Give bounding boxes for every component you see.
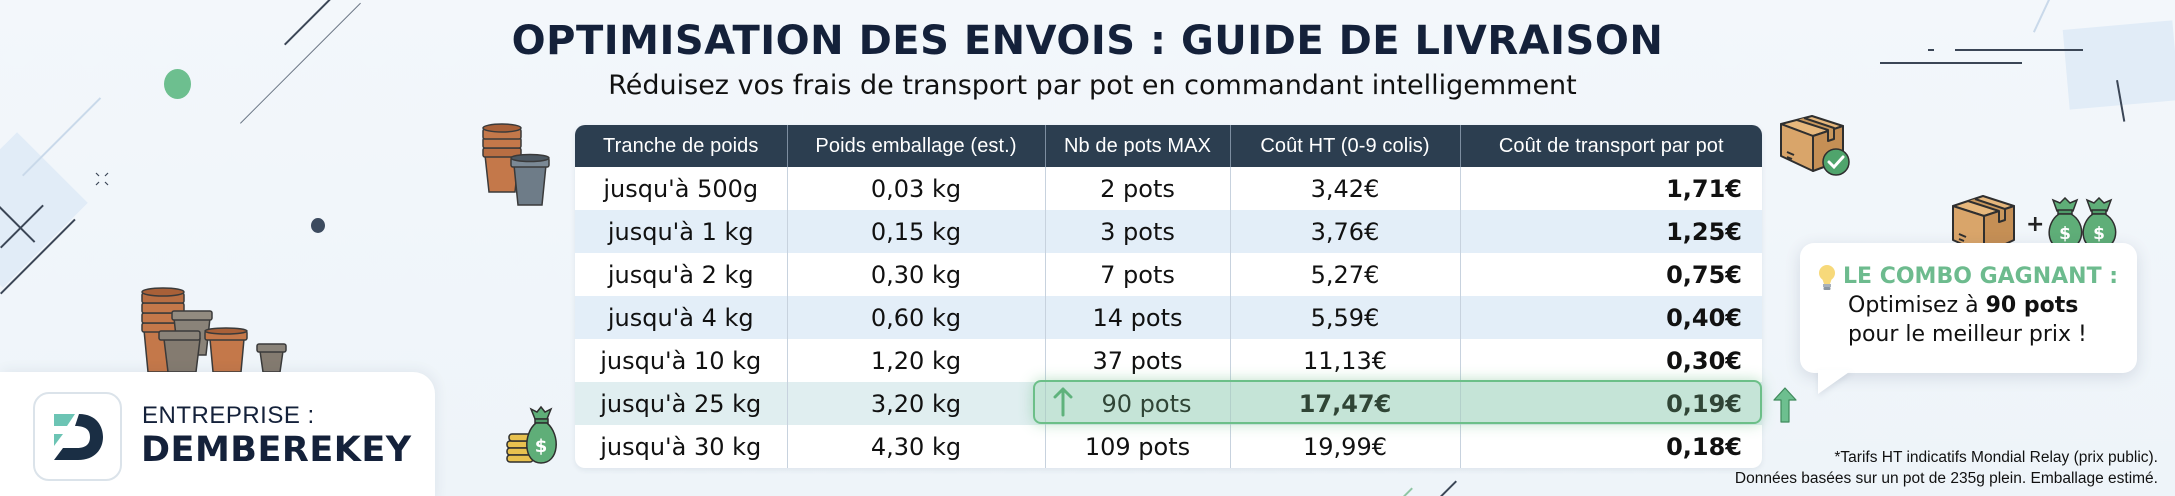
cell-tranche: jusqu'à 10 kg (575, 339, 788, 382)
cell-tranche: jusqu'à 2 kg (575, 253, 788, 296)
stacked-pots-illustration (480, 122, 560, 211)
cell-pots: 3 pots (1045, 210, 1231, 253)
money-bag-coins-icon: $ (505, 405, 575, 474)
cell-emballage: 0,15 kg (787, 210, 1046, 253)
cell-cout-ht: 3,42€ (1230, 167, 1461, 210)
callout-heading: LE COMBO GAGNANT : (1843, 264, 2119, 289)
footnote: *Tarifs HT indicatifs Mondial Relay (pri… (1735, 447, 2158, 489)
column-header-cout-pot: Coût de transport par pot (1460, 125, 1762, 167)
cell-cout-ht: 5,27€ (1230, 253, 1461, 296)
shipping-table: Tranche de poids Poids emballage (est.) … (575, 125, 1762, 468)
table-row: jusqu'à 500g 0,03 kg 2 pots 3,42€ 1,71€ (575, 167, 1762, 210)
winning-combo-callout (1800, 243, 2137, 373)
cell-cout-ht: 17,47€ (1230, 382, 1461, 425)
cell-emballage: 4,30 kg (787, 425, 1046, 468)
decorative-panel-left (0, 132, 88, 288)
cell-tranche: jusqu'à 4 kg (575, 296, 788, 339)
cell-emballage: 0,03 kg (787, 167, 1046, 210)
cell-tranche: jusqu'à 500g (575, 167, 788, 210)
cell-emballage: 0,30 kg (787, 253, 1046, 296)
table-row: jusqu'à 10 kg 1,20 kg 37 pots 11,13€ 0,3… (575, 339, 1762, 382)
table-row: jusqu'à 2 kg 0,30 kg 7 pots 5,27€ 0,75€ (575, 253, 1762, 296)
cell-cout-pot: 1,71€ (1666, 174, 1742, 203)
callout-line-1-text: Optimisez à (1848, 293, 1986, 318)
cell-cout-pot: 0,75€ (1666, 260, 1742, 289)
decorative-line (1880, 62, 2022, 64)
callout-highlight-value: 90 pots (1985, 293, 2079, 318)
footnote-line-1: *Tarifs HT indicatifs Mondial Relay (pri… (1834, 449, 2158, 466)
decorative-line (1955, 49, 2083, 51)
column-header-emballage: Poids emballage (est.) (787, 125, 1046, 167)
cell-cout-pot: 0,30€ (1666, 346, 1742, 375)
arrow-up-icon (1052, 387, 1074, 421)
column-header-cout-ht: Coût HT (0-9 colis) (1230, 125, 1461, 167)
cell-cout-pot: 0,18€ (1666, 432, 1742, 461)
decorative-line (1403, 487, 1413, 496)
table-row: jusqu'à 1 kg 0,15 kg 3 pots 3,76€ 1,25€ (575, 210, 1762, 253)
decorative-line (1440, 480, 1457, 496)
column-header-tranche: Tranche de poids (575, 125, 788, 167)
cell-cout-pot: 0,40€ (1460, 296, 1762, 339)
cell-pots: 37 pots (1045, 339, 1231, 382)
cell-cout-pot: 1,25€ (1460, 210, 1762, 253)
plus-sign: + (2026, 212, 2045, 237)
cell-tranche: jusqu'à 30 kg (575, 425, 788, 468)
table-row: jusqu'à 4 kg 0,60 kg 14 pots 5,59€ 0,40€ (575, 296, 1762, 339)
decorative-dot-green (164, 69, 191, 99)
d-logo-icon (54, 414, 103, 460)
cell-cout-ht: 3,76€ (1230, 210, 1461, 253)
column-header-pots: Nb de pots MAX (1045, 125, 1231, 167)
cell-emballage: 1,20 kg (787, 339, 1046, 382)
company-logo (33, 392, 122, 481)
callout-tail (1818, 370, 1852, 394)
cell-cout-ht: 11,13€ (1230, 339, 1461, 382)
pots-group-illustration (140, 285, 310, 379)
svg-text:$: $ (535, 436, 548, 457)
cell-pots: 14 pots (1045, 296, 1231, 339)
page-title: OPTIMISATION DES ENVOIS : GUIDE DE LIVRA… (511, 18, 1664, 64)
svg-text:$: $ (2059, 224, 2071, 244)
cell-cout-ht: 5,59€ (1230, 296, 1461, 339)
table-row-highlighted: jusqu'à 25 kg 3,20 kg 90 pots 17,47€ 0,1… (575, 382, 1762, 425)
table-header-row: Tranche de poids Poids emballage (est.) … (575, 125, 1762, 167)
callout-line-2: pour le meilleur prix ! (1848, 322, 2087, 347)
company-name: DEMBEREKEY (141, 430, 412, 470)
decorative-line (1928, 49, 1934, 51)
cell-cout-ht: 19,99€ (1230, 425, 1461, 468)
cell-emballage: 0,60 kg (787, 296, 1046, 339)
box-check-icon (1777, 112, 1853, 184)
lightbulb-icon (1816, 263, 1838, 297)
cell-tranche: jusqu'à 1 kg (575, 210, 788, 253)
cell-tranche: jusqu'à 25 kg (575, 382, 788, 425)
cell-pots: 2 pots (1045, 167, 1231, 210)
footnote-line-2: Données basées sur un pot de 235g plein.… (1734, 470, 2158, 487)
arrow-up-icon (1772, 384, 1798, 428)
sparkle-icon (95, 171, 109, 186)
decorative-dot-navy (311, 218, 325, 233)
box-icon (1950, 192, 2018, 262)
callout-line-1: Optimisez à 90 pots (1848, 293, 2078, 318)
cell-emballage: 3,20 kg (787, 382, 1046, 425)
svg-text:$: $ (2093, 224, 2105, 244)
cell-pots: 109 pots (1045, 425, 1231, 468)
cell-pots: 90 pots (1045, 382, 1231, 425)
company-label: ENTREPRISE : (142, 402, 315, 429)
page-subtitle: Réduisez vos frais de transport par pot … (608, 70, 1577, 101)
decorative-line (22, 97, 101, 177)
table-row: jusqu'à 30 kg 4,30 kg 109 pots 19,99€ 0,… (575, 425, 1762, 468)
cell-cout-pot: 0,19€ (1460, 382, 1762, 425)
cell-pots: 7 pots (1045, 253, 1231, 296)
